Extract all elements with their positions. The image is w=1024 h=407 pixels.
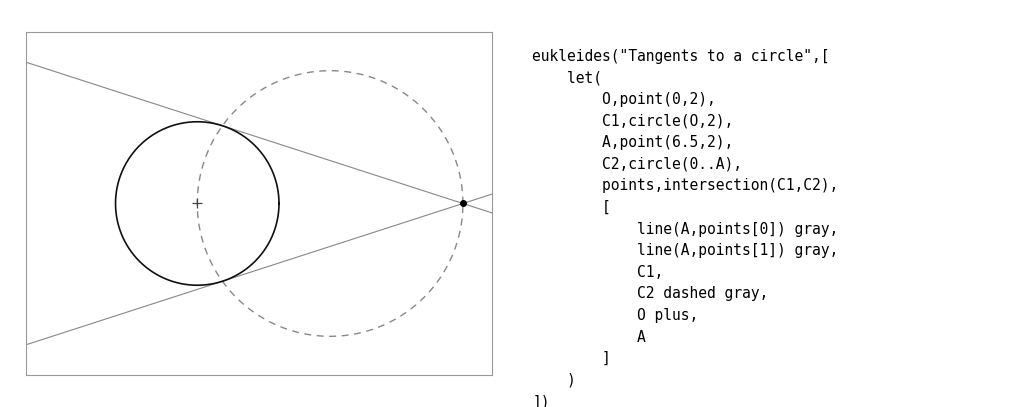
Text: eukleides("Tangents to a circle",[
    let(
        O,point(0,2),
        C1,cir: eukleides("Tangents to a circle",[ let( … [532,49,839,407]
